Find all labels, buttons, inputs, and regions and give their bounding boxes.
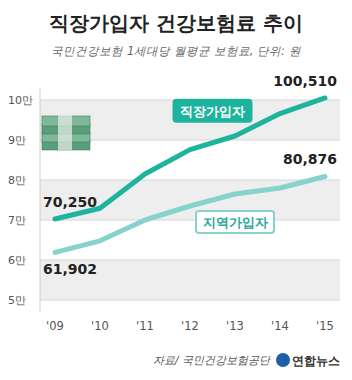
data-label: 100,510 (273, 73, 337, 89)
x-tick-label: '13 (226, 319, 244, 333)
grid-band (40, 260, 340, 300)
x-tick-label: '10 (91, 319, 109, 333)
data-label: 61,902 (43, 261, 97, 277)
chart-root: 직장가입자 건강보험료 추이국민건강보험 1세대당 월평균 보험료, 단위: 원… (0, 0, 352, 380)
x-tick-label: '15 (316, 319, 334, 333)
y-tick-label: 10만 (8, 94, 33, 107)
y-tick-label: 6만 (8, 254, 26, 267)
y-tick-label: 8만 (8, 174, 26, 187)
series-line (55, 176, 325, 252)
credit: 연합뉴스 (292, 354, 340, 368)
series-group (55, 98, 325, 252)
grid-line (40, 180, 340, 181)
x-tick-label: '09 (46, 319, 64, 333)
money-icon (42, 115, 90, 150)
legend-label: 직장가입자 (180, 104, 245, 119)
subtitle: 국민건강보험 1세대당 월평균 보험료, 단위: 원 (51, 44, 300, 58)
grid-line (40, 260, 340, 261)
source: 자료/ 국민건강보험공단 (153, 354, 271, 367)
data-label: 80,876 (283, 151, 337, 167)
data-label: 70,250 (43, 194, 97, 210)
x-tick-label: '14 (271, 319, 289, 333)
y-tick-label: 9만 (8, 134, 26, 147)
x-tick-label: '11 (136, 319, 154, 333)
legend-label: 지역가입자 (203, 215, 268, 230)
legend-box (196, 211, 274, 233)
title: 직장가입자 건강보험료 추이 (49, 11, 303, 35)
grid-line (40, 220, 340, 221)
chart-svg: 직장가입자 건강보험료 추이국민건강보험 1세대당 월평균 보험료, 단위: 원… (0, 0, 352, 380)
grid-line (40, 300, 340, 301)
legend-box (174, 100, 252, 122)
logo-mark (276, 353, 290, 367)
x-tick-label: '12 (181, 319, 199, 333)
y-tick-label: 7만 (8, 214, 26, 227)
y-axis-line (40, 88, 41, 312)
money-icon-band (58, 115, 72, 150)
y-tick-label: 5만 (8, 294, 26, 307)
